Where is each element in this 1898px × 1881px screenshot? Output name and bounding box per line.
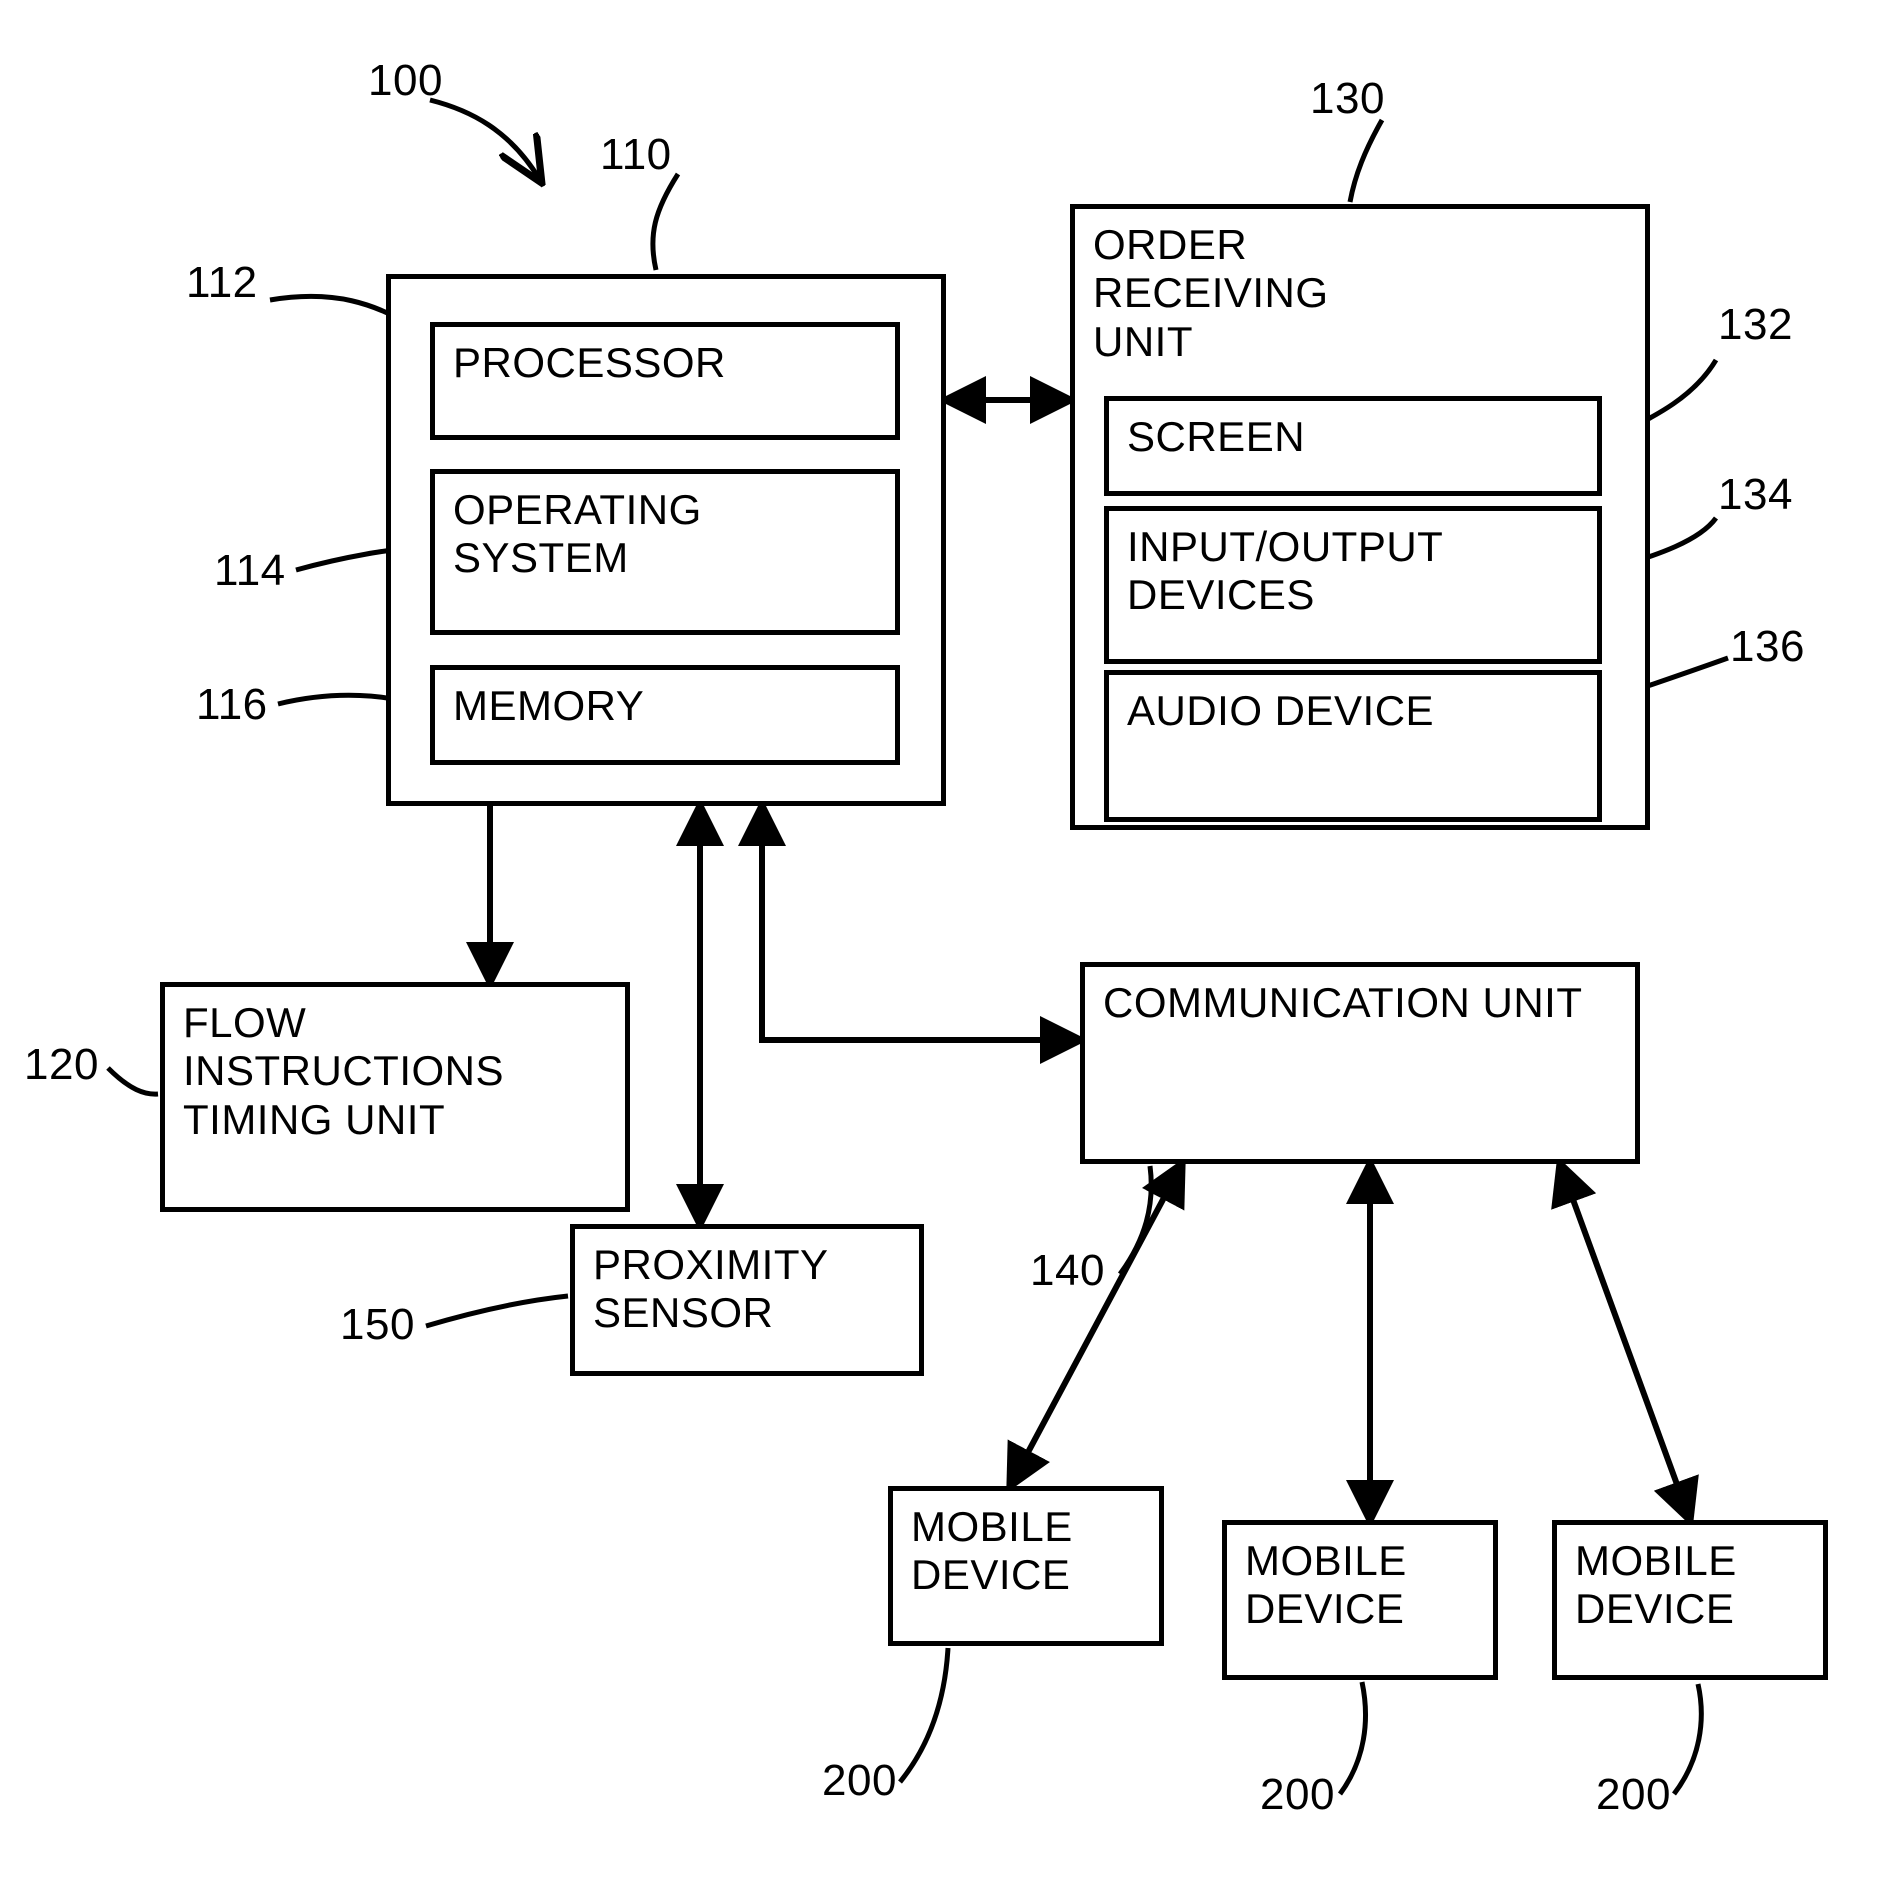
- node-proximity-150: PROXIMITY SENSOR: [570, 1224, 924, 1376]
- lead-l200b: [1340, 1682, 1366, 1794]
- label-136: AUDIO DEVICE: [1127, 687, 1434, 735]
- node-mobile-200a: MOBILE DEVICE: [888, 1486, 1164, 1646]
- ref-120: 120: [24, 1040, 99, 1090]
- lead-l110: [653, 174, 678, 270]
- ref-150: 150: [340, 1300, 415, 1350]
- edge-e140-200a: [1010, 1164, 1182, 1486]
- node-memory-116: MEMORY: [430, 665, 900, 765]
- edge-e140-200c: [1560, 1164, 1690, 1520]
- ref-100: 100: [368, 56, 443, 106]
- label-120: FLOW INSTRUCTIONS TIMING UNIT: [183, 999, 607, 1144]
- lead-l200a: [900, 1648, 948, 1782]
- lead-l130: [1350, 120, 1382, 202]
- label-200b: MOBILE DEVICE: [1245, 1537, 1475, 1634]
- lead-l150: [426, 1296, 568, 1326]
- label-200c: MOBILE DEVICE: [1575, 1537, 1805, 1634]
- label-134: INPUT/OUTPUT DEVICES: [1127, 523, 1579, 620]
- node-audio-136: AUDIO DEVICE: [1104, 670, 1602, 822]
- node-comm-140: COMMUNICATION UNIT: [1080, 962, 1640, 1164]
- node-processor-112: PROCESSOR: [430, 322, 900, 440]
- node-mobile-200b: MOBILE DEVICE: [1222, 1520, 1498, 1680]
- lead-l100-arrow: [430, 100, 540, 180]
- ref-130: 130: [1310, 74, 1385, 124]
- node-io-devices-134: INPUT/OUTPUT DEVICES: [1104, 506, 1602, 664]
- ref-112: 112: [186, 258, 258, 308]
- diagram-stage: PROCESSOR OPERATING SYSTEM MEMORY ORDER …: [0, 0, 1898, 1881]
- ref-132: 132: [1718, 300, 1793, 350]
- ref-114: 114: [214, 546, 286, 596]
- label-114: OPERATING SYSTEM: [453, 486, 877, 583]
- ref-200a: 200: [822, 1756, 897, 1806]
- ref-200c: 200: [1596, 1770, 1671, 1820]
- ref-116: 116: [196, 680, 268, 730]
- edge-e110-140: [762, 806, 1080, 1040]
- node-mobile-200c: MOBILE DEVICE: [1552, 1520, 1828, 1680]
- node-os-114: OPERATING SYSTEM: [430, 469, 900, 635]
- lead-l200c: [1674, 1684, 1701, 1794]
- label-130: ORDER RECEIVING UNIT: [1093, 221, 1393, 366]
- ref-140: 140: [1030, 1246, 1105, 1296]
- node-screen-132: SCREEN: [1104, 396, 1602, 496]
- label-140: COMMUNICATION UNIT: [1103, 979, 1583, 1027]
- node-flow-120: FLOW INSTRUCTIONS TIMING UNIT: [160, 982, 630, 1212]
- label-150: PROXIMITY SENSOR: [593, 1241, 901, 1338]
- label-132: SCREEN: [1127, 413, 1305, 461]
- ref-134: 134: [1718, 470, 1793, 520]
- lead-l140: [1120, 1166, 1151, 1274]
- ref-110: 110: [600, 130, 672, 180]
- label-116: MEMORY: [453, 682, 644, 730]
- ref-200b: 200: [1260, 1770, 1335, 1820]
- ref-136: 136: [1730, 622, 1805, 672]
- label-112: PROCESSOR: [453, 339, 726, 387]
- label-200a: MOBILE DEVICE: [911, 1503, 1141, 1600]
- lead-l120: [108, 1068, 158, 1094]
